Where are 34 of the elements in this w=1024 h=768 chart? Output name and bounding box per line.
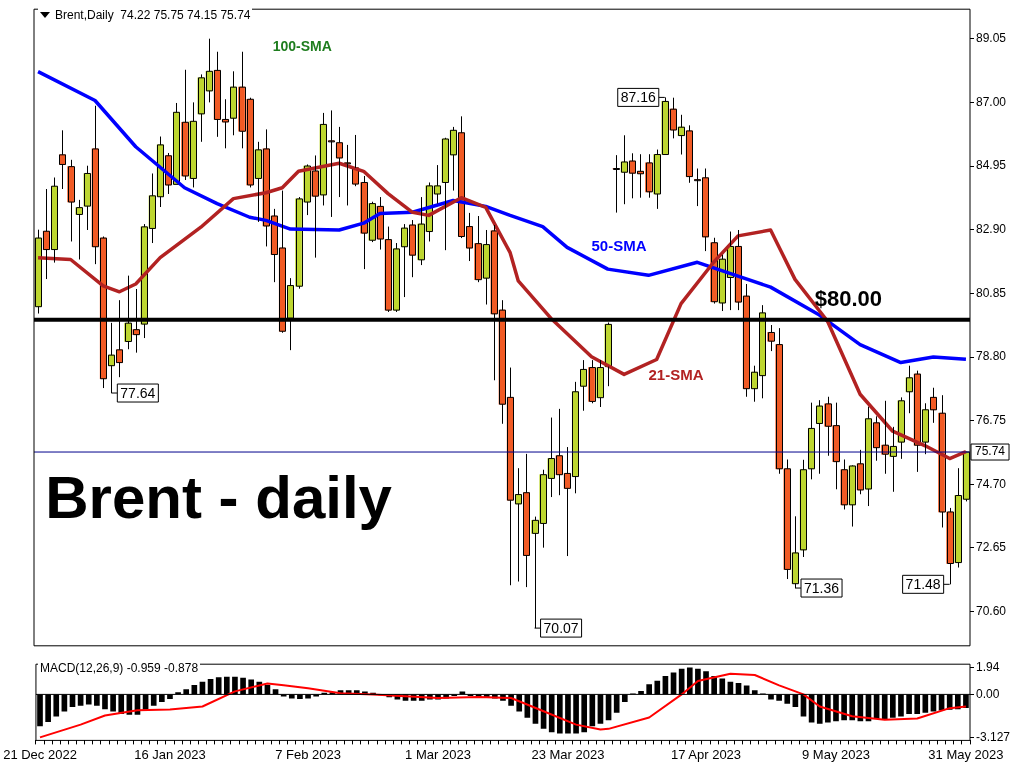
chart-title: MACD(12,26,9) -0.959 -0.878 xyxy=(40,661,199,675)
annotation: 100-SMA xyxy=(272,37,332,54)
y-tick-label: 70.60 xyxy=(976,603,1007,618)
y-tick-label: 76.75 xyxy=(976,412,1007,427)
chart-title: Brent,Daily 74.22 75.75 74.15 75.74 xyxy=(55,8,251,22)
annotation: 87.16 xyxy=(620,89,656,106)
x-tick-label: 31 May 2023 xyxy=(928,746,1004,762)
x-tick-label: 21 Dec 2022 xyxy=(3,746,77,762)
annotation: 71.48 xyxy=(905,576,941,593)
y-tick-label: 78.80 xyxy=(976,349,1007,364)
series-label: 21-SMA xyxy=(648,365,704,383)
annotation: 70.07 xyxy=(543,619,579,636)
x-tick-label: 1 Mar 2023 xyxy=(405,746,471,762)
y-tick-label: -3.127 xyxy=(976,729,1011,744)
annotation: $80.00 xyxy=(814,285,882,311)
x-tick-label: 17 Apr 2023 xyxy=(670,746,742,762)
y-tick-label: 1.94 xyxy=(976,660,1000,675)
y-tick-label: 74.70 xyxy=(976,476,1007,491)
annotation: 77.64 xyxy=(120,384,156,401)
y-tick-label: 72.65 xyxy=(976,540,1007,555)
x-tick-label: 16 Jan 2023 xyxy=(134,746,206,762)
y-tick-label: 80.85 xyxy=(976,285,1007,300)
annotation: Brent - daily xyxy=(45,464,393,532)
y-tick-label: 0.00 xyxy=(976,686,1000,701)
x-tick-label: 9 May 2023 xyxy=(802,746,870,762)
ref-line-label: 75.74 xyxy=(975,444,1006,459)
annotation: 71.36 xyxy=(804,579,840,596)
series-label: 50-SMA xyxy=(591,237,647,255)
y-tick-label: 89.05 xyxy=(976,31,1007,46)
x-tick-label: 23 Mar 2023 xyxy=(531,746,605,762)
x-tick-label: 7 Feb 2023 xyxy=(275,746,341,762)
y-tick-label: 87.00 xyxy=(976,94,1007,109)
y-tick-label: 84.95 xyxy=(976,158,1007,173)
y-tick-label: 82.90 xyxy=(976,221,1007,236)
